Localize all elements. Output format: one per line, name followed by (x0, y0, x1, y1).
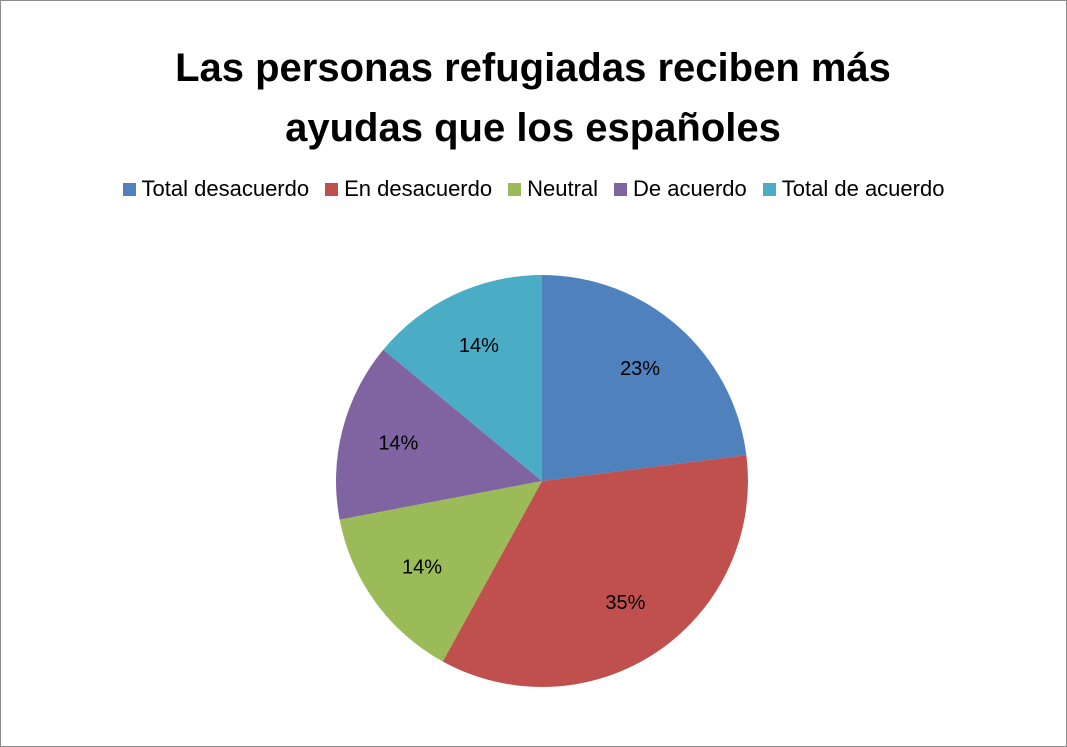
legend-label: De acuerdo (633, 176, 747, 201)
chart-title: Las personas refugiadas reciben más ayud… (175, 46, 891, 150)
pie-slice (442, 455, 748, 688)
data-label: 14% (378, 432, 418, 454)
legend-item: Neutral (508, 176, 598, 202)
data-label: 35% (605, 592, 645, 614)
pie-slice (336, 349, 542, 520)
legend-item: De acuerdo (614, 176, 747, 202)
legend-swatch (614, 182, 628, 196)
legend-swatch (325, 182, 339, 196)
pie-slice (339, 481, 542, 662)
legend-item: En desacuerdo (325, 176, 492, 202)
legend-swatch (122, 182, 136, 196)
legend-item: Total de acuerdo (762, 176, 945, 202)
legend-swatch (508, 182, 522, 196)
data-label: 14% (402, 556, 442, 578)
legend-label: Total de acuerdo (781, 176, 945, 201)
legend: Total desacuerdo En desacuerdo Neutral De a… (0, 176, 1067, 202)
legend-item: Total desacuerdo (122, 176, 310, 202)
data-label: 14% (459, 335, 499, 357)
pie-slice (542, 275, 747, 481)
pie-slice (383, 275, 542, 481)
legend-label: En desacuerdo (344, 176, 493, 201)
data-label: 23% (620, 358, 660, 380)
legend-label: Neutral (527, 176, 599, 201)
legend-label: Total desacuerdo (141, 176, 310, 201)
legend-swatch (762, 182, 776, 196)
